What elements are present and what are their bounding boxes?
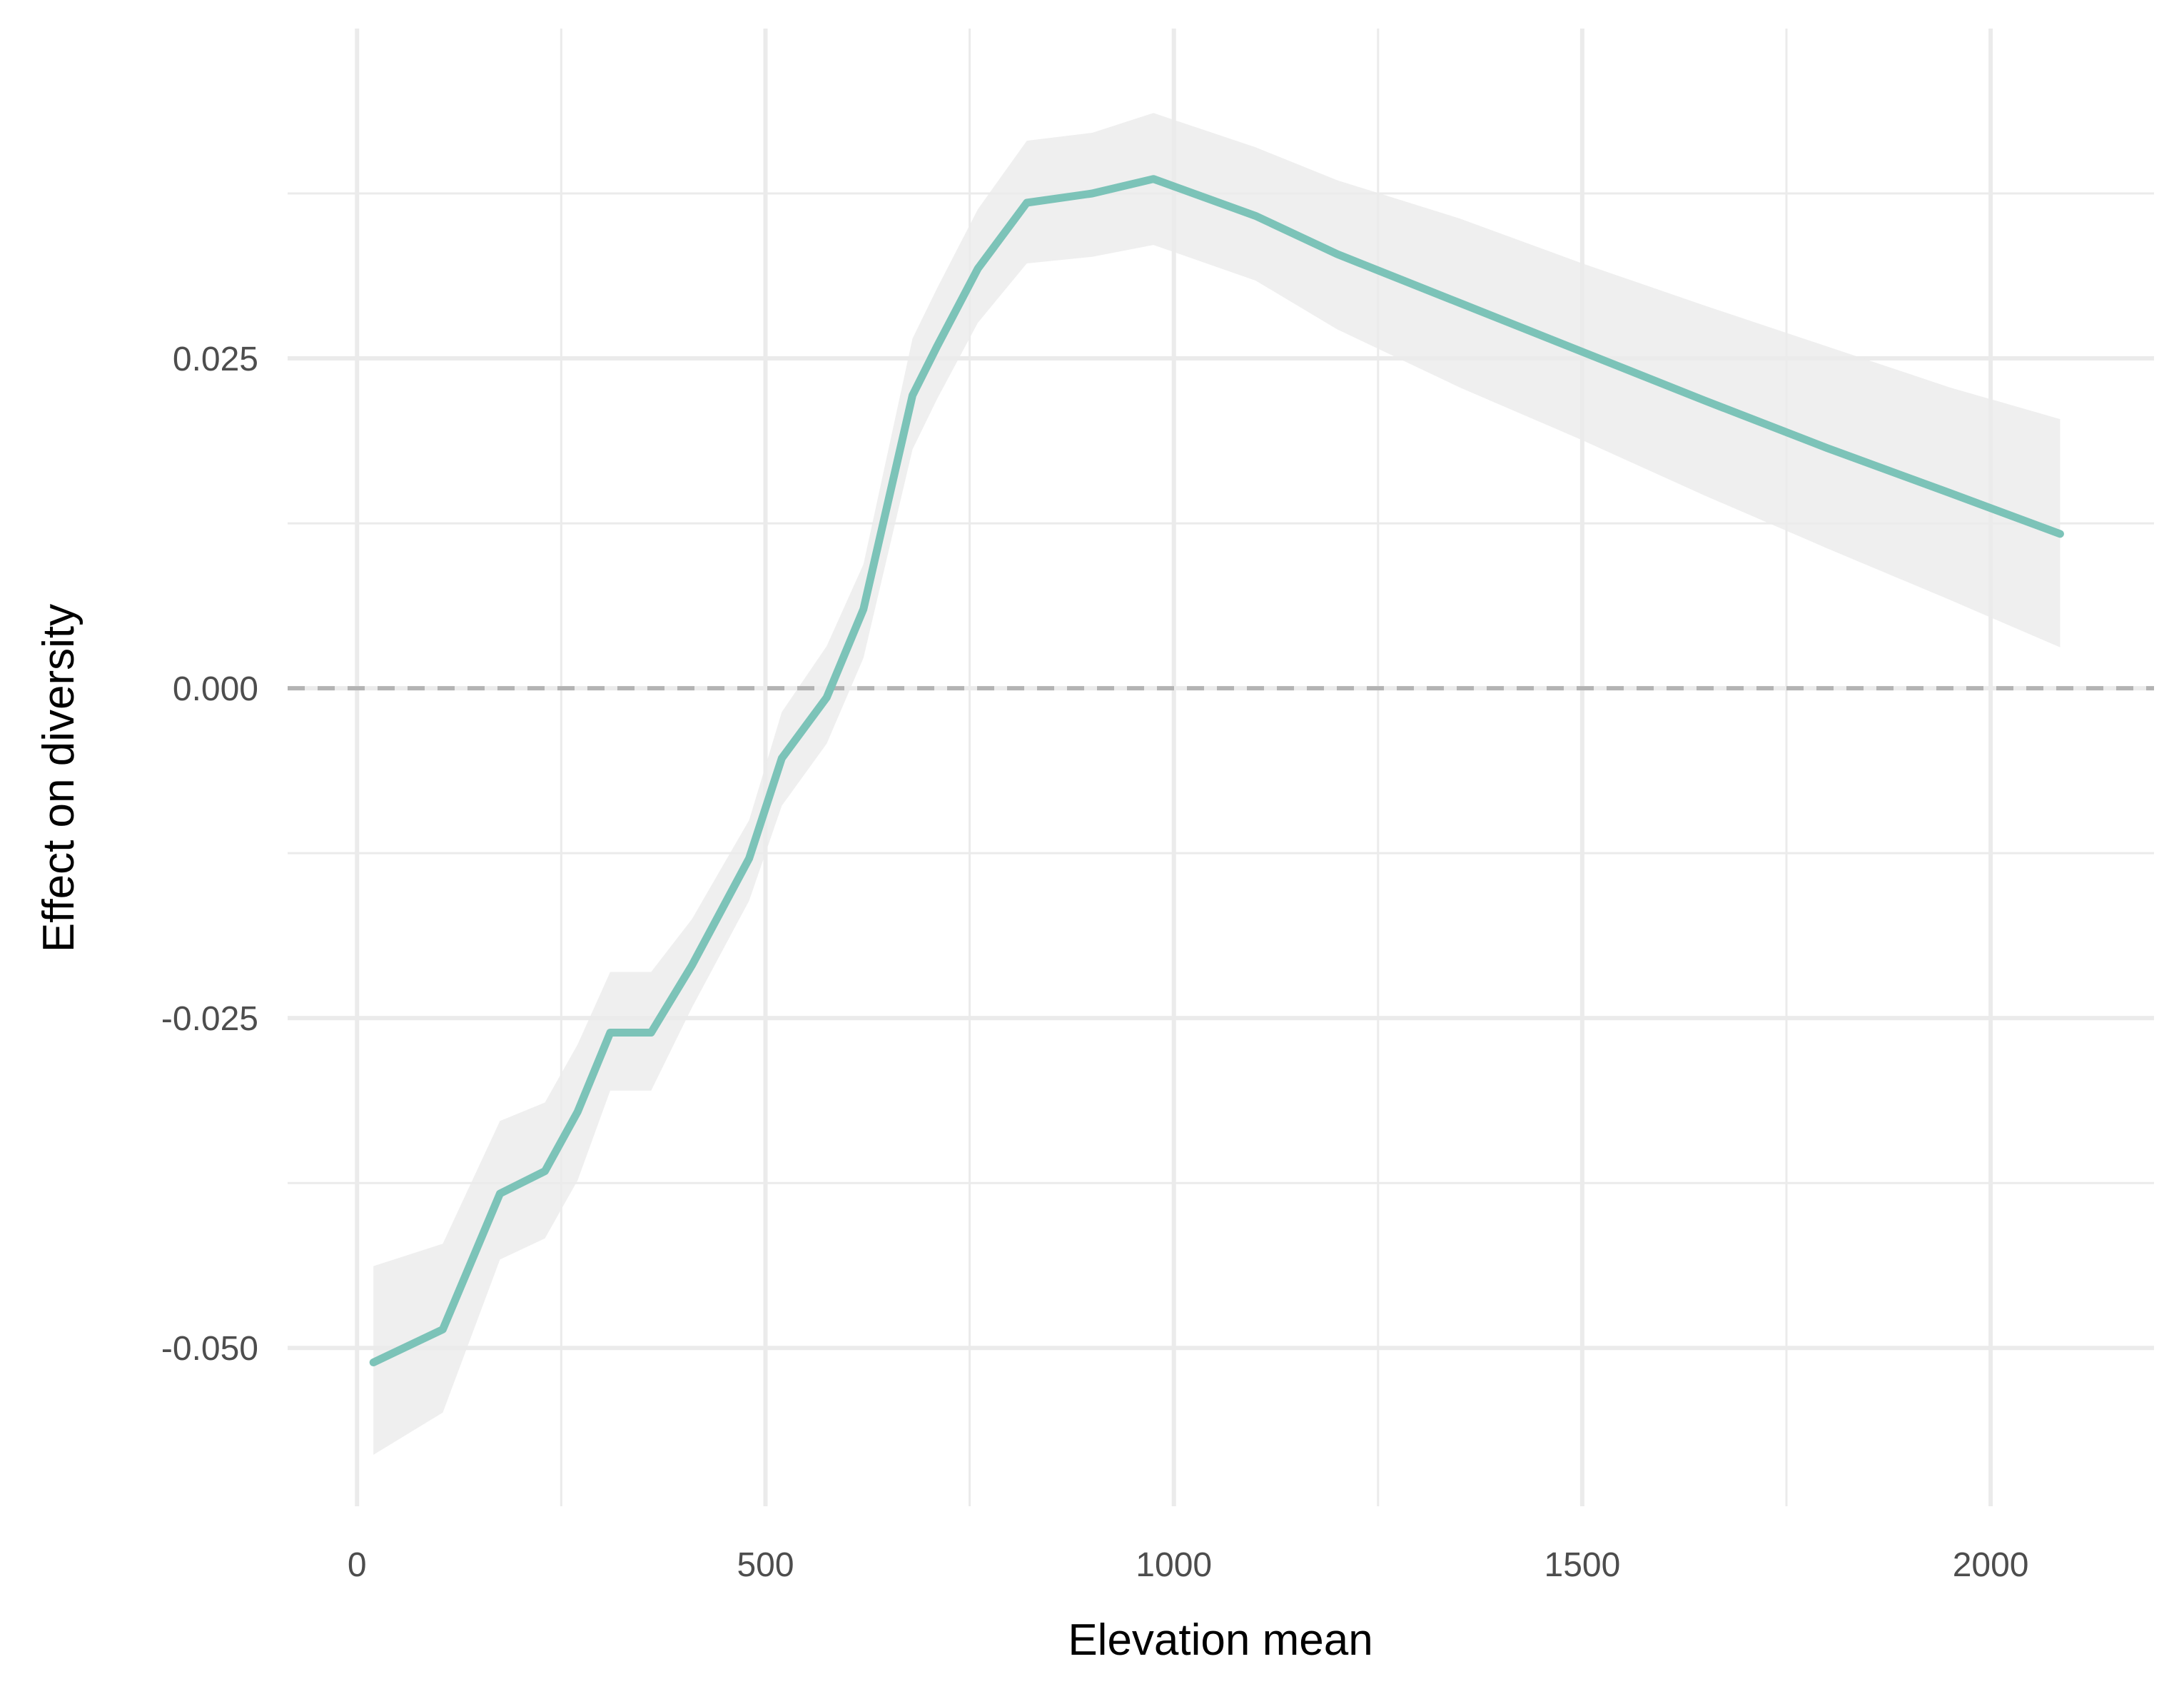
confidence-band	[373, 113, 2061, 1455]
x-axis-title: Elevation mean	[1068, 1615, 1372, 1665]
y-tick-label-2: 0.000	[173, 670, 258, 708]
y-tick-labels: -0.050 -0.025 0.000 0.025	[161, 341, 258, 1368]
x-tick-label-4: 2000	[1953, 1546, 2029, 1584]
x-tick-label-1: 500	[737, 1546, 794, 1584]
x-tick-label-2: 1000	[1136, 1546, 1212, 1584]
x-tick-label-3: 1500	[1545, 1546, 1621, 1584]
y-axis-title: Effect on diversity	[34, 604, 84, 952]
x-tick-label-0: 0	[348, 1546, 367, 1584]
y-tick-label-3: 0.025	[173, 341, 258, 378]
x-tick-labels: 0 500 1000 1500 2000	[348, 1546, 2029, 1584]
y-tick-label-0: -0.050	[161, 1330, 258, 1368]
y-tick-label-1: -0.025	[161, 1000, 258, 1038]
series-line	[369, 175, 2064, 1366]
